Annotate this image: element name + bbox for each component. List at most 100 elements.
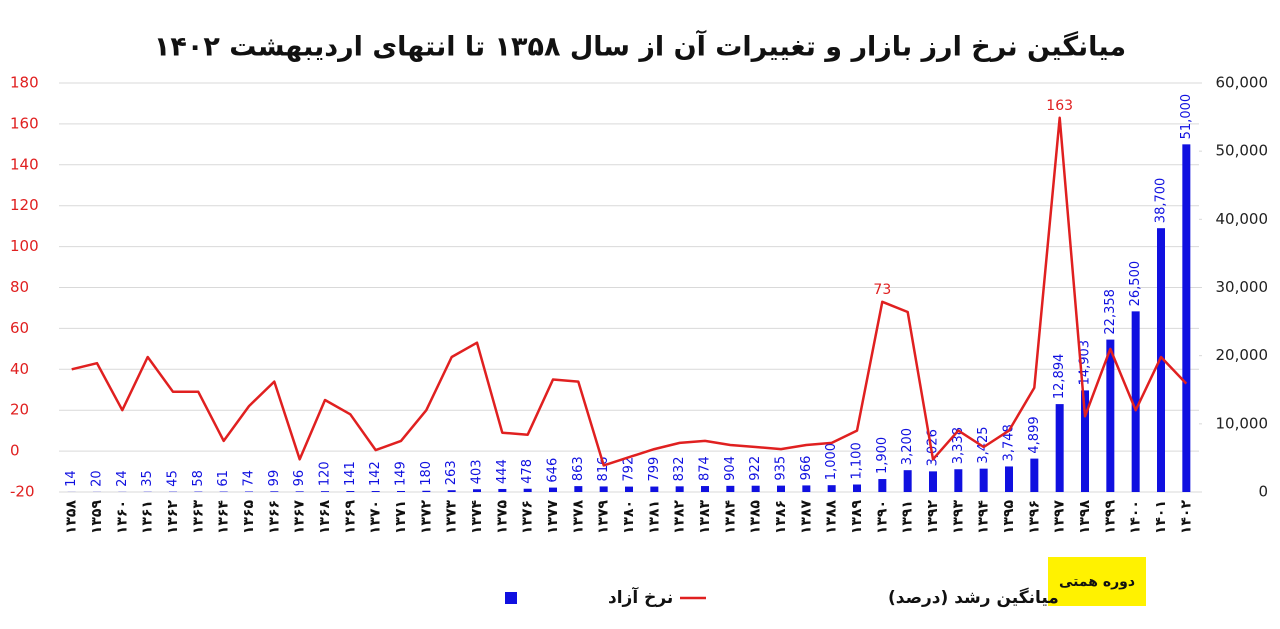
bar xyxy=(929,471,937,492)
y2-tick-label: 0 xyxy=(1258,483,1268,501)
x-tick-label: ۱۳۶۳ xyxy=(190,500,206,535)
bar xyxy=(397,490,405,492)
x-tick-label: ۱۴۰۱ xyxy=(1153,500,1169,534)
bar xyxy=(853,484,861,492)
bar-value-label: 38,700 xyxy=(1154,178,1169,224)
x-tick-label: ۱۳۹۴ xyxy=(976,500,992,535)
x-tick-label: ۱۳۹۳ xyxy=(950,500,966,535)
legend-swatch xyxy=(505,592,517,604)
bar-value-label: 149 xyxy=(394,461,409,486)
line-value-label: 73 xyxy=(873,282,891,298)
bar-value-label: 832 xyxy=(672,457,687,482)
x-tick-label: ۱۴۰۰ xyxy=(1128,500,1144,534)
bar-value-label: 35 xyxy=(140,470,155,487)
x-tick-label: ۱۳۹۵ xyxy=(1001,500,1017,535)
x-tick-label: ۱۳۸۹ xyxy=(849,500,865,535)
y-tick-label: 160 xyxy=(10,114,39,132)
x-tick-label: ۱۳۸۰ xyxy=(621,500,637,534)
bar-value-label: 3,200 xyxy=(900,428,915,465)
bar xyxy=(827,485,836,492)
bar xyxy=(1106,339,1115,492)
bar xyxy=(498,488,507,492)
bar xyxy=(270,491,279,492)
x-tick-label: ۱۳۸۳ xyxy=(697,500,713,535)
y2-tick-label: 10,000 xyxy=(1216,414,1269,432)
x-tick-label: ۱۳۵۹ xyxy=(89,500,105,535)
bar-value-label: 263 xyxy=(444,460,459,485)
bar xyxy=(802,485,811,492)
annotation: دوره همتی xyxy=(1059,574,1135,590)
x-tick-label: ۱۳۸۴ xyxy=(722,500,738,535)
bar-value-label: 1,000 xyxy=(824,443,839,480)
bar xyxy=(903,470,912,492)
x-tick-label: ۱۴۰۲ xyxy=(1178,500,1194,535)
x-tick-label: ۱۳۸۲ xyxy=(672,500,688,535)
bar-value-label: 26,500 xyxy=(1128,261,1143,307)
bar xyxy=(371,491,380,492)
bar-value-label: 1,100 xyxy=(850,442,865,479)
x-tick-label: ۱۳۹۱ xyxy=(900,500,916,534)
bar-value-label: 863 xyxy=(571,456,586,481)
bar-value-label: 444 xyxy=(495,459,510,484)
bar-value-label: 45 xyxy=(166,470,181,487)
bar-value-label: 1,900 xyxy=(875,437,890,474)
y-tick-label: 60 xyxy=(10,319,29,337)
y-tick-label: 80 xyxy=(10,278,29,296)
x-tick-label: ۱۳۷۵ xyxy=(494,500,510,535)
bar-value-label: 96 xyxy=(292,470,307,487)
bar xyxy=(346,491,355,492)
bar xyxy=(549,487,557,492)
line-value-label: 163 xyxy=(1046,98,1073,114)
y-tick-label: 40 xyxy=(10,360,29,378)
x-tick-label: ۱۳۹۷ xyxy=(1052,500,1068,535)
y2-tick-label: 60,000 xyxy=(1216,74,1269,92)
x-tick-label: ۱۳۸۸ xyxy=(824,500,840,535)
bar xyxy=(954,469,963,492)
bar-value-label: 816 xyxy=(596,457,611,482)
bar-value-label: 142 xyxy=(368,461,383,486)
x-tick-label: ۱۳۸۱ xyxy=(646,500,662,534)
bar-value-label: 922 xyxy=(748,456,763,481)
x-tick-label: ۱۳۷۱ xyxy=(393,500,409,534)
bar xyxy=(523,488,532,492)
x-tick-label: ۱۳۷۴ xyxy=(469,500,485,535)
bar xyxy=(245,491,253,492)
y-tick-label: 0 xyxy=(10,442,20,460)
bar-value-label: 24 xyxy=(115,470,130,487)
bar-value-label: 4,899 xyxy=(1027,416,1042,453)
y-tick-label: 140 xyxy=(10,155,39,173)
bar xyxy=(777,485,785,492)
bar xyxy=(1055,404,1064,492)
x-tick-label: ۱۳۷۹ xyxy=(596,500,612,535)
bar xyxy=(1131,311,1140,492)
y-tick-label: 120 xyxy=(10,196,39,214)
x-tick-label: ۱۳۵۸ xyxy=(64,500,80,535)
x-tick-label: ۱۳۶۷ xyxy=(292,500,308,535)
bar-value-label: 120 xyxy=(318,461,333,486)
bar xyxy=(751,485,760,492)
bar-value-label: 3,425 xyxy=(976,426,991,463)
bar-value-label: 14 xyxy=(64,470,79,487)
bar-value-label: 61 xyxy=(216,470,231,487)
annotation-box xyxy=(1048,557,1146,606)
bar xyxy=(979,468,988,492)
bar xyxy=(1030,458,1039,492)
x-tick-label: ۱۳۶۲ xyxy=(165,500,181,535)
x-tick-label: ۱۳۷۰ xyxy=(368,500,384,534)
x-tick-label: ۱۳۷۳ xyxy=(444,500,460,535)
bar xyxy=(473,489,481,492)
bar xyxy=(1182,144,1191,492)
bar-value-label: 646 xyxy=(546,458,561,483)
x-tick-label: ۱۳۶۶ xyxy=(266,500,282,534)
chart-title: میانگین نرخ ارز بازار و تغییرات آن از سا… xyxy=(154,30,1126,63)
x-tick-label: ۱۳۹۸ xyxy=(1077,500,1093,535)
bar-value-label: 20 xyxy=(90,470,105,487)
x-tick-label: ۱۳۸۷ xyxy=(798,500,814,535)
y2-tick-label: 40,000 xyxy=(1216,210,1269,228)
bar xyxy=(321,491,329,492)
bar-value-label: 403 xyxy=(470,459,485,484)
bar xyxy=(574,486,583,492)
bar xyxy=(1005,466,1013,492)
x-tick-label: ۱۳۶۰ xyxy=(114,500,130,534)
